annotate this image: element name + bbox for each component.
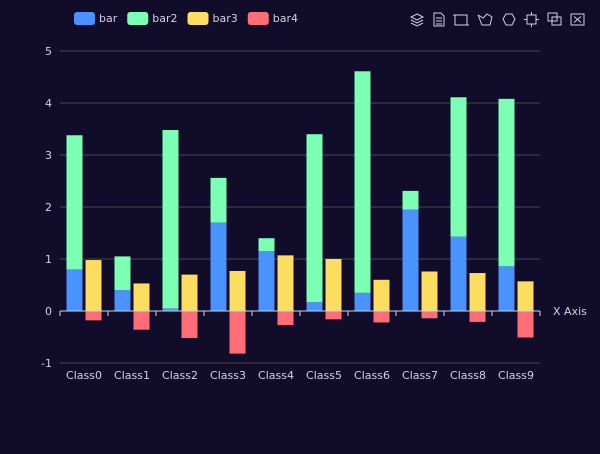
legend-item-bar2[interactable]: bar2	[127, 12, 178, 25]
bar-bar4-class3[interactable]	[229, 311, 246, 354]
bar-bar-class5[interactable]	[306, 302, 323, 311]
legend-item-bar3[interactable]: bar3	[187, 12, 238, 25]
bar-bar-class1[interactable]	[114, 290, 131, 311]
x-axis: Class0 Class1 Class2 Class3 Class4 Class5 Clas…	[59, 305, 587, 382]
bar-bar3-class5[interactable]	[325, 259, 342, 311]
bar-bar4-class5[interactable]	[325, 311, 342, 320]
toolbox	[409, 12, 585, 27]
zoom-icon[interactable]	[453, 14, 469, 26]
bar-bar3-class6[interactable]	[373, 279, 390, 311]
bar-bar-class8[interactable]	[450, 236, 467, 311]
x-tick-label: Class6	[354, 369, 390, 382]
y-tick-label: 2	[45, 201, 52, 214]
clear-selection-icon[interactable]	[570, 13, 585, 26]
legend-item-bar[interactable]: bar	[74, 12, 118, 25]
bar-bar3-class3[interactable]	[229, 270, 246, 311]
bar-bar3-class2[interactable]	[181, 274, 198, 311]
bar-bar2-class5[interactable]	[306, 134, 323, 303]
legend-label: bar4	[273, 12, 298, 25]
bar-bar4-class9[interactable]	[517, 311, 534, 338]
bar-bar3-class1[interactable]	[133, 283, 150, 311]
bar-bar2-class3[interactable]	[210, 177, 227, 223]
y-tick-label: -1	[41, 357, 52, 370]
legend-swatch	[127, 12, 149, 25]
bar-bar4-class6[interactable]	[373, 311, 390, 323]
x-tick-label: Class4	[258, 369, 294, 382]
x-tick-label: Class8	[450, 369, 486, 382]
y-tick-label: 3	[45, 149, 52, 162]
y-tick-label: 4	[45, 97, 52, 110]
bar-bar2-class9[interactable]	[498, 98, 515, 267]
bar-bar-class4[interactable]	[258, 251, 275, 311]
legend-item-bar4[interactable]: bar4	[247, 12, 298, 25]
bar-bar4-class7[interactable]	[421, 311, 438, 319]
data-view-icon[interactable]	[433, 12, 445, 27]
bar-bar3-class8[interactable]	[469, 273, 486, 311]
legend: bar bar2 bar3 bar4	[74, 12, 298, 25]
x-tick-label: Class1	[114, 369, 150, 382]
legend-label: bar2	[152, 12, 177, 25]
x-tick-label: Class2	[162, 369, 198, 382]
y-tick-label: 0	[45, 305, 52, 318]
bar-bar-class0[interactable]	[66, 269, 83, 311]
legend-swatch	[74, 12, 95, 25]
x-tick-label: Class7	[402, 369, 438, 382]
bar-bar2-class4[interactable]	[258, 238, 275, 252]
bar-bar2-class7[interactable]	[402, 190, 419, 210]
bar-bar-class6[interactable]	[354, 292, 371, 311]
bar-bar-class2[interactable]	[162, 308, 179, 311]
bar-bar2-class6[interactable]	[354, 71, 371, 293]
bar-bar2-class8[interactable]	[450, 97, 467, 237]
bar-bar-class9[interactable]	[498, 266, 515, 311]
x-axis-title: X Axis	[553, 305, 587, 318]
y-tick-label: 5	[45, 45, 52, 58]
bar-bar4-class8[interactable]	[469, 311, 486, 322]
mark-icon[interactable]	[409, 13, 425, 27]
legend-swatch	[247, 12, 269, 25]
y-tick-label: 1	[45, 253, 52, 266]
bar-bar-class7[interactable]	[402, 209, 419, 311]
bar-bar4-class4[interactable]	[277, 311, 294, 326]
bars	[66, 71, 534, 354]
bar-bar4-class0[interactable]	[85, 311, 102, 321]
bar-bar4-class1[interactable]	[133, 311, 150, 330]
brush-polygon-icon[interactable]	[524, 12, 539, 27]
legend-label: bar	[99, 12, 118, 25]
bar-bar3-class7[interactable]	[421, 271, 438, 311]
bar-bar3-class4[interactable]	[277, 255, 294, 311]
bar-bar-class3[interactable]	[210, 222, 227, 311]
grid-lines	[60, 50, 540, 364]
legend-label: bar3	[213, 12, 238, 25]
x-tick-label: Class0	[66, 369, 102, 382]
x-tick-label: Class3	[210, 369, 246, 382]
bar-bar2-class2[interactable]	[162, 130, 179, 309]
x-tick-label: Class5	[306, 369, 342, 382]
bar-bar2-class1[interactable]	[114, 256, 131, 291]
keep-selection-icon[interactable]	[547, 12, 562, 26]
y-axis: -1 0 1 2 3 4 5	[41, 45, 52, 370]
brush-rect-icon[interactable]	[502, 13, 516, 26]
bar-bar4-class2[interactable]	[181, 311, 198, 339]
bar-bar2-class0[interactable]	[66, 135, 83, 270]
bar-bar3-class0[interactable]	[85, 260, 102, 311]
x-tick-label: Class9	[498, 369, 534, 382]
lasso-icon[interactable]	[477, 13, 493, 26]
legend-swatch	[187, 12, 209, 25]
bar-bar3-class9[interactable]	[517, 281, 534, 311]
